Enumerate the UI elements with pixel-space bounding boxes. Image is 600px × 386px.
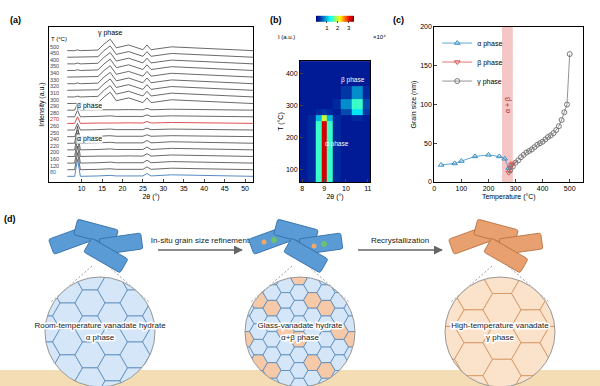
svg-text:400: 400 [286,70,298,77]
svg-text:20: 20 [119,185,127,192]
svg-text:α phase: α phase [477,40,502,48]
svg-text:α+β phase: α+β phase [281,333,319,342]
svg-text:Glass-vanadate hydrate: Glass-vanadate hydrate [258,321,343,330]
svg-text:γ phase: γ phase [486,333,515,342]
svg-text:T (°C): T (°C) [277,112,285,131]
svg-text:(b): (b) [270,15,282,25]
svg-text:γ phase: γ phase [477,78,502,86]
svg-text:35: 35 [180,185,188,192]
svg-text:2θ (°): 2θ (°) [326,193,343,201]
svg-text:310: 310 [50,90,59,96]
svg-text:α + β: α + β [504,97,512,113]
svg-text:50: 50 [424,140,432,147]
svg-text:260: 260 [50,123,59,129]
svg-text:10: 10 [342,185,350,192]
svg-text:8: 8 [300,185,304,192]
svg-text:270: 270 [50,116,59,122]
svg-text:0: 0 [432,185,436,192]
svg-text:400: 400 [537,185,549,192]
svg-text:T (°C): T (°C) [51,36,67,42]
svg-text:290: 290 [50,103,59,109]
svg-text:Temperature (°C): Temperature (°C) [482,193,536,201]
svg-text:50: 50 [241,185,249,192]
svg-text:280: 280 [50,110,59,116]
svg-text:1: 1 [325,25,329,31]
svg-text:I (a.u.): I (a.u.) [278,34,295,40]
svg-text:200: 200 [50,149,59,155]
svg-text:9: 9 [322,185,326,192]
svg-text:240: 240 [50,136,59,142]
svg-text:γ phase: γ phase [98,29,123,37]
svg-text:300: 300 [50,97,59,103]
svg-text:×10⁴: ×10⁴ [373,34,386,40]
svg-text:80: 80 [50,169,56,175]
svg-text:350: 350 [50,63,59,69]
svg-text:β phase: β phase [477,59,502,67]
svg-text:2θ (°): 2θ (°) [142,193,159,201]
svg-text:400: 400 [50,57,59,63]
svg-text:100: 100 [420,101,432,108]
svg-text:30: 30 [159,185,167,192]
svg-text:100: 100 [286,166,298,173]
svg-text:200: 200 [286,134,298,141]
svg-text:160: 160 [50,156,59,162]
svg-text:300: 300 [286,102,298,109]
svg-text:Intensity (a.u.): Intensity (a.u.) [38,82,46,126]
svg-text:In-situ grain size refinement: In-situ grain size refinement [151,236,250,245]
svg-text:α phase: α phase [325,140,349,148]
svg-text:45: 45 [221,185,229,192]
svg-text:220: 220 [50,143,59,149]
svg-text:100: 100 [456,185,468,192]
svg-text:0: 0 [428,178,432,185]
svg-text:450: 450 [50,50,59,56]
svg-text:(c): (c) [393,15,404,25]
svg-text:40: 40 [200,185,208,192]
svg-text:(a): (a) [10,15,21,25]
svg-text:Recrystallization: Recrystallization [371,236,429,245]
svg-text:330: 330 [50,77,59,83]
svg-text:120: 120 [50,163,59,169]
svg-text:Room-temperature vanadate hydr: Room-temperature vanadate hydrate [34,321,166,330]
svg-text:β phase: β phase [341,76,365,84]
svg-text:3: 3 [347,25,351,31]
svg-text:15: 15 [98,185,106,192]
svg-text:320: 320 [50,83,59,89]
svg-text:500: 500 [564,185,576,192]
svg-text:2: 2 [336,25,340,31]
svg-text:β phase: β phase [77,102,102,110]
svg-text:500: 500 [50,44,59,50]
svg-text:High-temperature vanadate: High-temperature vanadate [451,321,549,330]
svg-text:Grain size (nm): Grain size (nm) [410,81,418,129]
svg-text:25: 25 [139,185,147,192]
svg-text:200: 200 [420,23,432,30]
svg-text:10: 10 [78,185,86,192]
svg-text:150: 150 [420,62,432,69]
svg-text:α phase: α phase [86,333,115,342]
svg-text:11: 11 [364,185,371,192]
svg-text:340: 340 [50,70,59,76]
svg-text:200: 200 [483,185,495,192]
svg-text:250: 250 [50,130,59,136]
svg-text:(d): (d) [4,214,16,224]
svg-text:α phase: α phase [77,135,102,143]
svg-text:300: 300 [510,185,522,192]
